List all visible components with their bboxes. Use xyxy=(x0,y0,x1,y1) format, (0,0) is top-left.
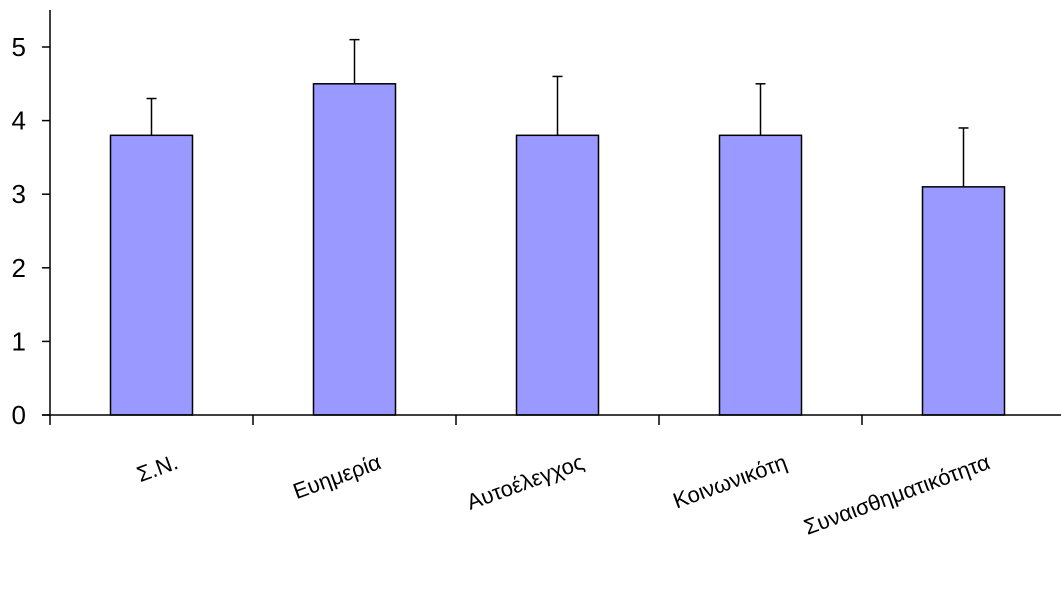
error-bars-group xyxy=(146,38,969,187)
y-tick-label: 3 xyxy=(12,179,26,209)
bar xyxy=(515,134,600,416)
bar xyxy=(109,134,194,416)
y-tick-label: 5 xyxy=(12,32,26,62)
bar xyxy=(312,83,397,416)
y-tick-label: 1 xyxy=(12,326,26,356)
x-category-label: Συναισθηματικότητα xyxy=(801,449,994,540)
y-tick-label: 4 xyxy=(12,106,26,136)
x-labels-group: Σ.Ν. Ευημερία Αυτοέλεγχος Κοινωνικότη Συναισ… xyxy=(133,449,993,540)
axes-group xyxy=(42,10,1061,416)
y-tick-label: 2 xyxy=(12,253,26,283)
bar xyxy=(718,134,803,416)
y-ticks-group: 0 1 2 3 4 5 xyxy=(12,32,50,430)
x-category-label: Ευημερία xyxy=(290,449,385,504)
x-category-label: Σ.Ν. xyxy=(133,449,181,487)
bar xyxy=(921,186,1006,416)
x-category-label: Αυτοέλεγχος xyxy=(463,449,587,514)
y-tick-label: 0 xyxy=(12,400,26,430)
x-ticks-group xyxy=(49,415,863,425)
x-category-label: Κοινωνικότη xyxy=(670,449,791,513)
